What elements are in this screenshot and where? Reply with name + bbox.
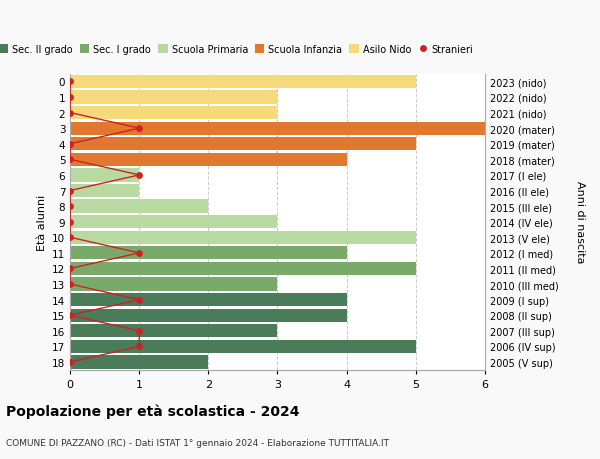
Bar [70, 76, 416, 89]
Point [65, 358, 75, 366]
Bar [70, 278, 277, 291]
Bar [70, 216, 277, 229]
Bar [70, 138, 416, 151]
Bar [70, 340, 416, 353]
Point [65, 203, 75, 210]
Bar [70, 309, 347, 322]
Point [134, 125, 144, 133]
Bar [70, 91, 277, 104]
Bar [70, 293, 347, 307]
Bar [70, 356, 208, 369]
Point [65, 234, 75, 241]
Point [65, 110, 75, 117]
Bar [70, 185, 139, 198]
Text: Popolazione per età scolastica - 2024: Popolazione per età scolastica - 2024 [6, 404, 299, 419]
Point [65, 78, 75, 86]
Bar [70, 106, 277, 120]
Point [134, 327, 144, 335]
Point [65, 281, 75, 288]
Point [65, 187, 75, 195]
Y-axis label: Anni di nascita: Anni di nascita [575, 181, 585, 263]
Point [134, 343, 144, 350]
Bar [70, 169, 139, 182]
Point [65, 94, 75, 101]
Bar [70, 246, 347, 260]
Point [65, 218, 75, 226]
Point [134, 172, 144, 179]
Point [65, 312, 75, 319]
Point [65, 265, 75, 273]
Bar [70, 325, 277, 338]
Bar [70, 262, 416, 275]
Point [134, 297, 144, 304]
Y-axis label: Età alunni: Età alunni [37, 194, 47, 250]
Point [65, 141, 75, 148]
Bar [70, 153, 347, 167]
Bar [70, 122, 485, 135]
Bar [70, 231, 416, 244]
Point [134, 250, 144, 257]
Legend: Sec. II grado, Sec. I grado, Scuola Primaria, Scuola Infanzia, Asilo Nido, Stran: Sec. II grado, Sec. I grado, Scuola Prim… [0, 41, 477, 59]
Text: COMUNE DI PAZZANO (RC) - Dati ISTAT 1° gennaio 2024 - Elaborazione TUTTITALIA.IT: COMUNE DI PAZZANO (RC) - Dati ISTAT 1° g… [6, 438, 389, 447]
Point [65, 157, 75, 164]
Bar [70, 200, 208, 213]
